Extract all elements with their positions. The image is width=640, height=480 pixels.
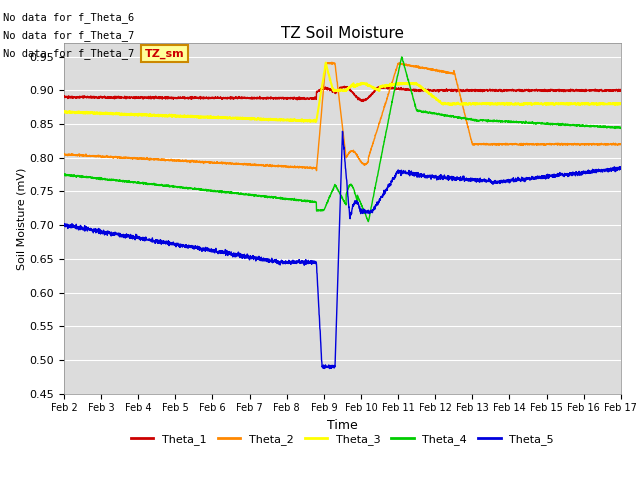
- Legend: Theta_1, Theta_2, Theta_3, Theta_4, Theta_5: Theta_1, Theta_2, Theta_3, Theta_4, Thet…: [126, 430, 559, 449]
- Y-axis label: Soil Moisture (mV): Soil Moisture (mV): [17, 167, 27, 270]
- X-axis label: Time: Time: [327, 419, 358, 432]
- Title: TZ Soil Moisture: TZ Soil Moisture: [281, 25, 404, 41]
- Text: No data for f_Theta_7: No data for f_Theta_7: [3, 48, 134, 60]
- Text: No data for f_Theta_6: No data for f_Theta_6: [3, 12, 134, 23]
- Text: No data for f_Theta_7: No data for f_Theta_7: [3, 30, 134, 41]
- Text: TZ_sm: TZ_sm: [145, 49, 184, 59]
